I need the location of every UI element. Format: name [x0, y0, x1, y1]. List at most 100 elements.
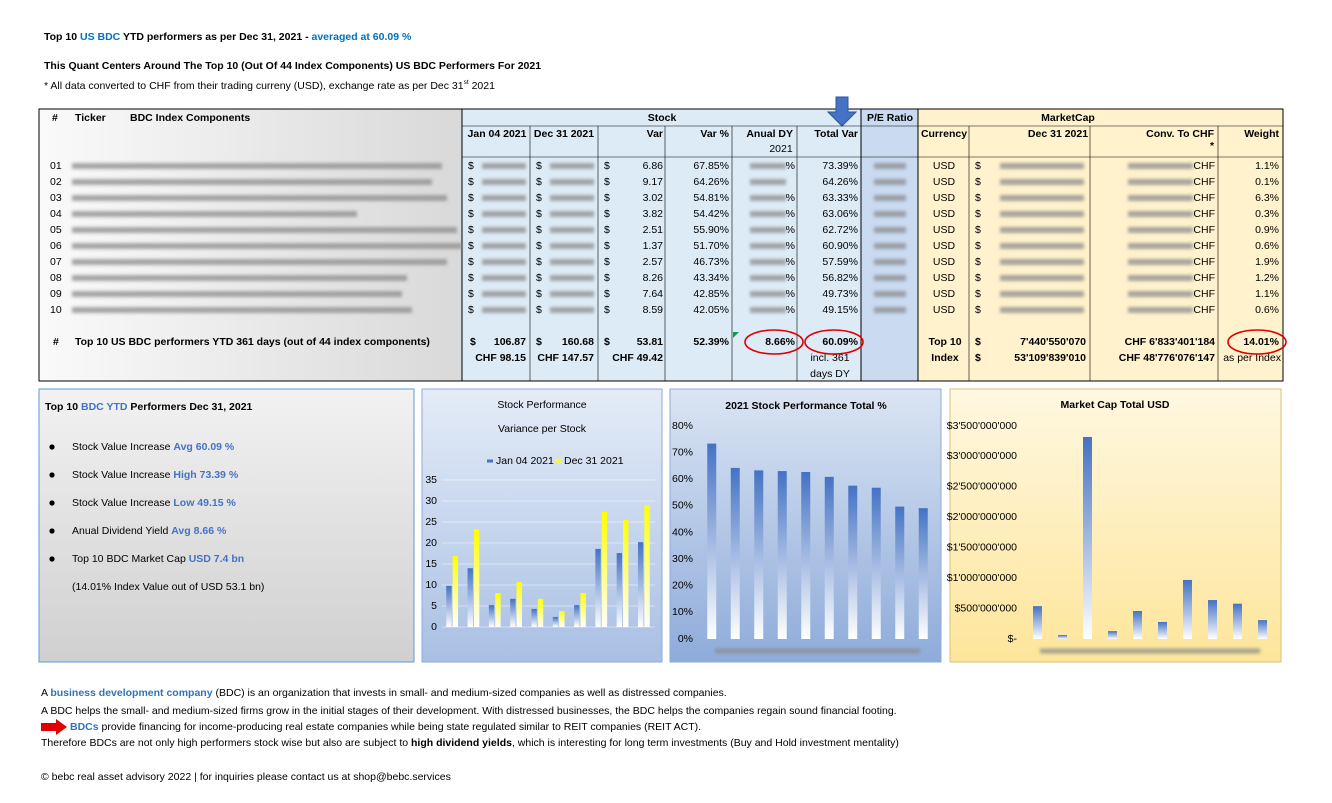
cell: 1.1% — [1255, 288, 1279, 300]
cell: USD — [933, 192, 956, 204]
cell: 63.06% — [822, 208, 858, 220]
chart-title: 2021 Stock Performance Total % — [725, 400, 887, 412]
redacted — [1128, 179, 1193, 185]
bar — [1183, 579, 1192, 639]
redacted — [1128, 291, 1193, 297]
column-header: Jan 04 2021 — [468, 128, 527, 140]
y-tick-label: $500'000'000 — [955, 602, 1018, 614]
redacted — [874, 291, 906, 297]
cell: 6.86 — [643, 160, 664, 172]
total-cell: 14.01% — [1243, 336, 1279, 348]
redacted — [550, 179, 594, 185]
summary-title: Top 10 BDC YTD Performers Dec 31, 2021 — [45, 401, 253, 413]
bar — [848, 485, 858, 639]
redacted — [750, 179, 786, 185]
redacted — [750, 163, 786, 169]
currency-sign: $ — [604, 304, 610, 316]
note-part: 2021 — [469, 80, 495, 92]
currency-sign: $ — [975, 176, 981, 188]
red-arrow — [41, 719, 67, 735]
group-header: Stock — [648, 112, 677, 124]
column-subheader: 2021 — [769, 143, 793, 155]
redacted — [1000, 195, 1084, 201]
cell: 42.85% — [693, 288, 729, 300]
group-header: # — [52, 112, 58, 124]
cell: % — [786, 272, 795, 284]
redacted — [550, 243, 594, 249]
footer-line-part: (BDC) is an organization that invests in… — [213, 687, 727, 699]
y-tick-label: 15 — [425, 558, 437, 570]
cell: % — [786, 160, 795, 172]
bar — [1108, 631, 1117, 639]
currency-sign: $ — [536, 304, 542, 316]
title-part: averaged at 60.09 % — [312, 31, 412, 43]
cell: USD — [933, 224, 956, 236]
cell: 0.1% — [1255, 176, 1279, 188]
cell: 2.57 — [643, 256, 664, 268]
note-part: * All data converted to CHF from their t… — [44, 80, 464, 92]
redacted — [1000, 163, 1084, 169]
bar — [730, 467, 740, 639]
redacted — [550, 291, 594, 297]
cell: 62.72% — [822, 224, 858, 236]
bar — [495, 592, 501, 627]
note-part: st — [464, 79, 469, 86]
redacted — [874, 211, 906, 217]
currency-sign: $ — [468, 208, 474, 220]
summary-item-part: High 73.39 % — [173, 469, 238, 481]
asterisk: * — [1210, 140, 1215, 152]
bar — [488, 605, 495, 627]
redacted — [482, 227, 526, 233]
y-tick-label: 60% — [672, 473, 693, 485]
highlight — [1227, 329, 1287, 355]
currency-sign: CHF — [1193, 192, 1215, 204]
redacted — [72, 163, 442, 169]
cell: 1.1% — [1255, 160, 1279, 172]
summary-item-part: Avg 8.66 % — [171, 525, 227, 537]
footer-line-part: , which is interesting for long term inv… — [512, 737, 899, 749]
redacted — [1128, 211, 1193, 217]
currency-sign: $ — [604, 256, 610, 268]
redacted — [482, 195, 526, 201]
redacted — [715, 648, 920, 654]
bar — [452, 556, 459, 627]
y-tick-label: $- — [1008, 633, 1018, 645]
total-cell: 106.87 — [494, 336, 526, 348]
y-tick-label: 50% — [672, 500, 693, 512]
redacted — [1128, 163, 1193, 169]
summary-item-part: Avg 60.09 % — [173, 441, 235, 453]
currency-sign: $ — [468, 256, 474, 268]
total-cell: CHF 6'833'401'184 — [1125, 336, 1216, 348]
cell: 3.82 — [643, 208, 664, 220]
summary-item-part: Stock Value Increase — [72, 441, 173, 453]
cell: 55.90% — [693, 224, 729, 236]
chart-subtitle: Variance per Stock — [498, 423, 587, 435]
currency-sign: $ — [536, 176, 542, 188]
cell: % — [786, 304, 795, 316]
redacted — [482, 259, 526, 265]
currency-sign: $ — [975, 352, 981, 364]
bar — [623, 519, 629, 627]
bar — [637, 542, 644, 627]
redacted — [874, 179, 906, 185]
summary-panel — [38, 388, 415, 663]
footer-line-part: business development company — [50, 687, 212, 699]
redacted — [874, 259, 906, 265]
bar — [777, 471, 787, 639]
bar — [510, 598, 516, 627]
currency-sign: $ — [468, 176, 474, 188]
cell: % — [786, 240, 795, 252]
total-cell: as per Index — [1223, 352, 1282, 364]
cell: USD — [933, 160, 956, 172]
redacted — [550, 227, 594, 233]
chart-title: Stock Performance — [497, 399, 586, 411]
table-mcap-bg — [918, 109, 1283, 381]
currency-sign: $ — [468, 160, 474, 172]
redacted — [550, 259, 594, 265]
currency-sign: CHF — [1193, 208, 1215, 220]
column-header: Weight — [1244, 128, 1279, 140]
summary-item-part: USD 7.4 bn — [189, 553, 244, 565]
total-cell: 8.66% — [765, 336, 795, 348]
row-number: 10 — [50, 304, 62, 316]
column-header: Anual DY — [746, 128, 793, 140]
